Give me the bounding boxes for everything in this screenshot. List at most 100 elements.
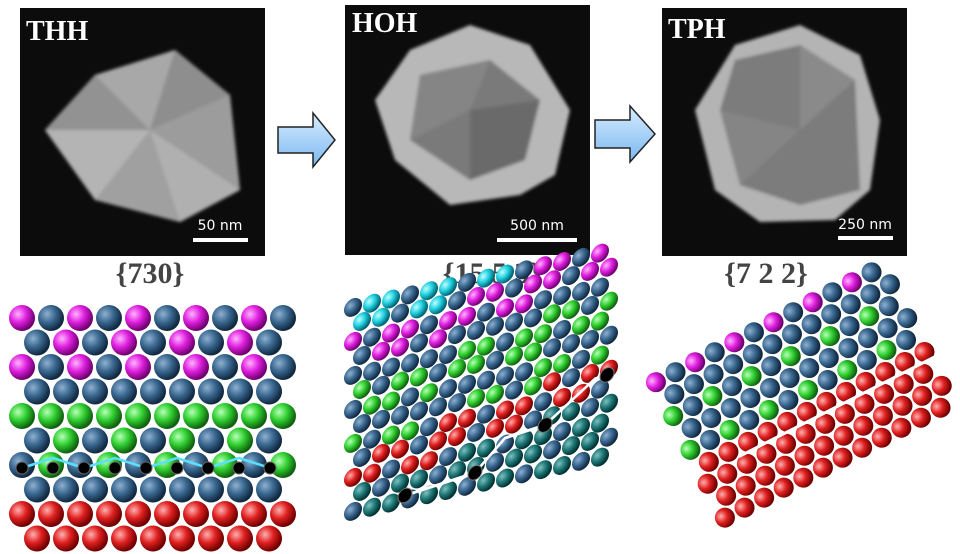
atom [169,476,195,503]
atom [515,294,533,314]
atom [382,289,400,309]
atom [543,304,561,324]
atom [793,467,814,488]
atom [241,501,267,527]
atom [896,330,917,351]
facet-label: {730} [116,257,185,290]
atom [53,329,79,356]
shape-label: HOH [352,8,418,39]
atom [24,427,50,454]
atom [429,295,447,315]
atom [372,307,390,327]
atom [818,348,839,369]
atom [372,341,390,361]
atom [836,381,857,402]
atom [871,427,892,448]
step-atom [537,417,553,433]
atom [140,525,166,552]
atom [256,378,282,405]
atom [212,452,238,478]
atom [591,345,609,365]
atom [439,413,457,432]
atom [9,501,35,527]
atom [680,439,701,460]
atom [467,354,485,374]
atom [591,447,609,467]
atom [429,329,447,349]
atom [363,361,381,381]
atom [591,311,609,331]
atom [534,324,552,344]
atom [458,272,476,292]
atom [572,315,590,335]
atom [198,329,224,356]
atom [891,417,912,438]
step-atom [15,461,29,475]
atom [757,421,778,442]
atom [486,384,504,404]
atom [256,476,282,503]
atom [534,392,552,412]
atom [834,403,855,424]
atom [716,485,737,506]
atom [572,281,590,301]
atom [572,451,590,471]
atom [486,350,504,370]
atom [448,325,466,345]
atom [801,314,822,335]
atom [591,243,609,263]
atom [372,443,390,463]
atom [467,286,485,306]
atom [140,329,166,356]
atom [591,379,609,399]
sem-image: TPH 250 nm [662,8,907,256]
atom [723,354,744,375]
atom [505,414,523,434]
atom-model [9,305,296,552]
atom [344,433,362,453]
atom [183,305,209,331]
atom [524,274,542,294]
atom [698,451,719,472]
atom [876,340,897,361]
atom [486,452,504,472]
atom [553,286,571,305]
atom [458,340,476,360]
step-atom [467,464,483,481]
atom [270,305,296,331]
atom [140,476,166,503]
atom [198,378,224,405]
atom [505,278,523,298]
atom [53,427,79,454]
atom [600,291,618,311]
step-atom [397,487,413,504]
scale-bar-label: 250 nm [838,217,892,233]
atom [856,350,877,371]
atom [754,487,775,508]
atom [581,431,599,451]
atom [353,414,371,433]
atom [763,312,784,333]
atom-models [9,243,952,552]
atom [534,256,552,276]
atom [477,404,495,424]
atom [591,413,609,433]
atom [439,481,457,500]
sem-image: HOH 500 nm [345,5,590,255]
atom [401,285,419,305]
atom [111,476,137,503]
atom [697,473,718,494]
atom [270,403,296,429]
atom [401,353,419,373]
atom [719,419,740,440]
atom [420,417,438,437]
atom [125,305,151,331]
atom [872,405,893,426]
atom [38,305,64,331]
atom [892,395,913,416]
step-atom [139,461,153,475]
atom [9,403,35,429]
atom [534,460,552,480]
step-line [738,350,945,459]
